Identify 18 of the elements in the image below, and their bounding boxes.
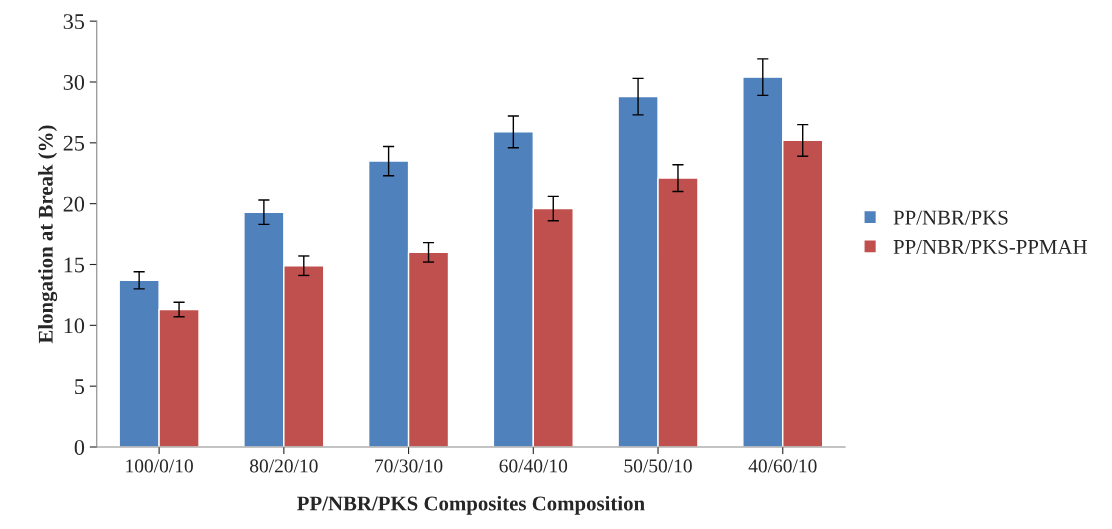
- x-axis-title: PP/NBR/PKS Composites Composition: [297, 495, 645, 515]
- y-tick-label: 30: [63, 74, 85, 90]
- y-tick-label: 0: [74, 439, 85, 455]
- y-tick-label: 15: [64, 257, 85, 273]
- x-tick-label: 40/60/10: [748, 459, 817, 473]
- x-tick-label: 50/50/10: [624, 459, 692, 473]
- legend-label: PP/NBR/PKS-PPMAH: [893, 239, 1087, 254]
- y-tick-label: 20: [63, 196, 85, 212]
- y-tick-label: 25: [63, 135, 85, 151]
- y-axis-title: Elongation at Break (%): [38, 125, 58, 344]
- y-tick-label: 35: [63, 14, 85, 30]
- x-tick-label: 100/0/10: [126, 459, 193, 473]
- y-tick-label: 5: [75, 379, 85, 395]
- x-tick-label: 60/40/10: [499, 459, 568, 473]
- x-tick-label: 70/30/10: [375, 459, 443, 473]
- y-tick-label: 10: [64, 318, 85, 334]
- x-tick-label: 80/20/10: [250, 459, 318, 473]
- legend-label: PP/NBR/PKS: [893, 210, 1008, 225]
